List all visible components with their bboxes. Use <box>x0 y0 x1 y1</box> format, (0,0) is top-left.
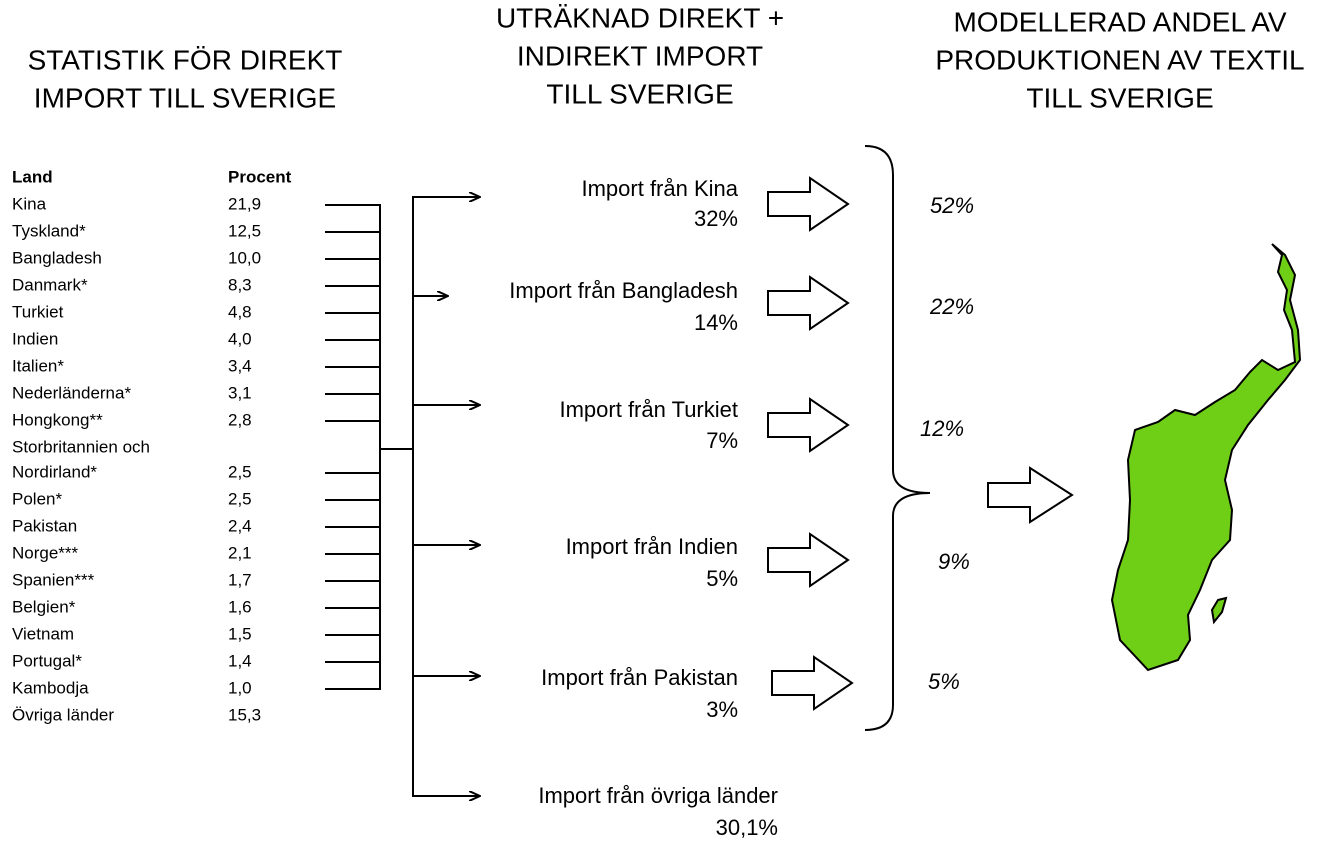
country: Spanien*** <box>12 570 95 589</box>
country: Nordirland* <box>12 462 97 481</box>
modelled-share: 12% <box>920 416 964 441</box>
column-heading: STATISTIK FÖR DIREKT <box>28 44 343 75</box>
country: Pakistan <box>12 516 77 535</box>
table-header: Land <box>12 167 53 186</box>
import-share: 7% <box>706 428 738 453</box>
country: Belgien* <box>12 597 76 616</box>
percent: 1,4 <box>228 651 252 670</box>
table-header: Procent <box>228 167 292 186</box>
import-label: Import från Pakistan <box>541 665 738 690</box>
country: Polen* <box>12 489 62 508</box>
import-share: 32% <box>694 206 738 231</box>
percent: 2,4 <box>228 516 252 535</box>
percent: 1,0 <box>228 678 252 697</box>
import-share: 14% <box>694 310 738 335</box>
country: Tyskland* <box>12 221 86 240</box>
block-arrow <box>767 176 850 232</box>
country: Norge*** <box>12 543 79 562</box>
block-arrow <box>767 532 850 588</box>
percent: 21,9 <box>228 194 261 213</box>
country: Nederländerna* <box>12 383 131 402</box>
percent: 3,1 <box>228 383 252 402</box>
block-arrow <box>767 397 850 453</box>
percent: 12,5 <box>228 221 261 240</box>
percent: 3,4 <box>228 356 252 375</box>
gotland <box>1210 596 1228 625</box>
import-label: Import från Kina <box>581 176 738 201</box>
column-heading: UTRÄKNAD DIREKT + <box>496 2 784 33</box>
block-arrow <box>767 275 850 331</box>
percent: 8,3 <box>228 275 252 294</box>
column-heading: TILL SVERIGE <box>1026 82 1213 113</box>
modelled-share: 52% <box>930 193 974 218</box>
import-label: Import från Indien <box>566 534 738 559</box>
percent: 2,1 <box>228 543 252 562</box>
modelled-share: 22% <box>929 294 974 319</box>
column-heading: PRODUKTIONEN AV TEXTIL <box>935 44 1304 75</box>
country: Vietnam <box>12 624 74 643</box>
import-share: 30,1% <box>716 815 778 840</box>
percent: 1,6 <box>228 597 252 616</box>
import-share: 5% <box>706 566 738 591</box>
country: Turkiet <box>12 302 64 321</box>
block-arrow <box>771 655 854 711</box>
percent: 4,8 <box>228 302 252 321</box>
modelled-share: 9% <box>938 549 970 574</box>
percent: 2,8 <box>228 410 252 429</box>
percent: 1,5 <box>228 624 252 643</box>
import-label: Import från övriga länder <box>538 783 778 808</box>
country: Hongkong** <box>12 410 103 429</box>
column-heading: TILL SVERIGE <box>546 78 733 109</box>
import-label: Import från Turkiet <box>559 397 738 422</box>
percent: 2,5 <box>228 489 252 508</box>
percent: 10,0 <box>228 248 261 267</box>
percent: 4,0 <box>228 329 252 348</box>
country: Danmark* <box>12 275 88 294</box>
country: Portugal* <box>12 651 82 670</box>
brace <box>864 145 931 731</box>
country: Storbritannien och <box>12 437 150 456</box>
percent: 2,5 <box>228 462 252 481</box>
column-heading: IMPORT TILL SVERIGE <box>34 82 336 113</box>
country: Italien* <box>12 356 64 375</box>
modelled-share: 5% <box>928 669 960 694</box>
column-heading: MODELLERAD ANDEL AV <box>953 6 1286 37</box>
country: Kina <box>12 194 47 213</box>
block-arrow <box>987 466 1074 524</box>
country: Kambodja <box>12 678 89 697</box>
column-heading: INDIREKT IMPORT <box>517 40 763 71</box>
percent: 15,3 <box>228 705 261 724</box>
import-share: 3% <box>706 697 738 722</box>
country: Indien <box>12 329 58 348</box>
country: Övriga länder <box>12 705 114 724</box>
percent: 1,7 <box>228 570 252 589</box>
sweden-map <box>1110 243 1302 672</box>
country: Bangladesh <box>12 248 102 267</box>
import-label: Import från Bangladesh <box>509 278 738 303</box>
